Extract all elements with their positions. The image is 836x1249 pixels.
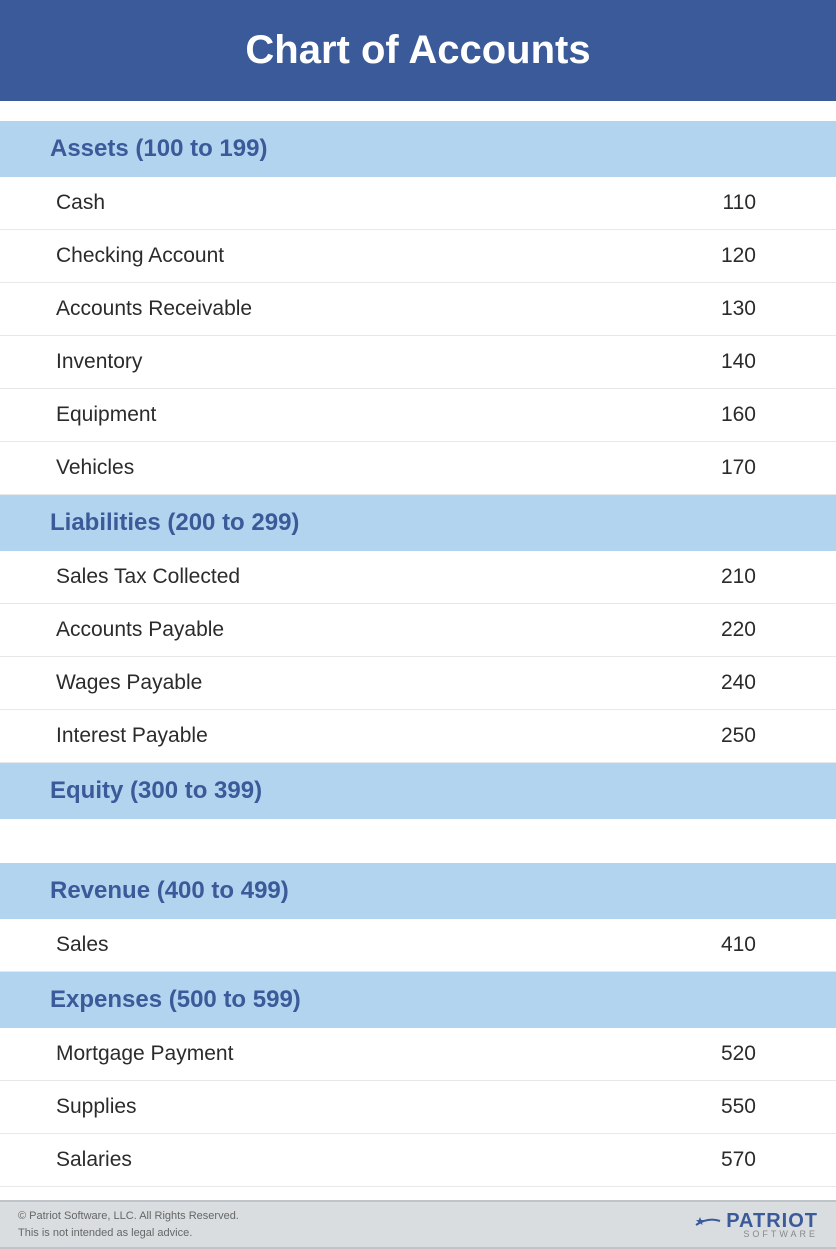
- account-row: Vehicles 170: [0, 442, 836, 495]
- account-row: Wages Payable 240: [0, 657, 836, 710]
- account-label: Interest Payable: [50, 724, 208, 748]
- disclaimer-text: This is not intended as legal advice.: [18, 1225, 239, 1242]
- account-label: Salaries: [50, 1148, 132, 1172]
- account-label: Accounts Receivable: [50, 297, 252, 321]
- account-row: Sales 410: [0, 919, 836, 972]
- account-row: Mortgage Payment 520: [0, 1028, 836, 1081]
- logo-main-text: PATRIOT: [726, 1211, 818, 1231]
- footer-text: © Patriot Software, LLC. All Rights Rese…: [18, 1208, 239, 1241]
- section-header: Assets (100 to 199): [0, 121, 836, 177]
- account-label: Sales: [50, 933, 109, 957]
- account-row: Interest Payable 250: [0, 710, 836, 763]
- account-label: Accounts Payable: [50, 618, 224, 642]
- logo-sub-text: SOFTWARE: [743, 1229, 818, 1239]
- account-row: Accounts Receivable 130: [0, 283, 836, 336]
- star-swoosh-icon: [694, 1211, 722, 1238]
- account-code: 410: [721, 933, 786, 957]
- account-code: 170: [721, 456, 786, 480]
- account-label: Sales Tax Collected: [50, 565, 240, 589]
- section-header: Revenue (400 to 499): [0, 863, 836, 919]
- account-label: Wages Payable: [50, 671, 202, 695]
- account-row: Inventory 140: [0, 336, 836, 389]
- account-code: 120: [721, 244, 786, 268]
- account-code: 240: [721, 671, 786, 695]
- account-code: 140: [721, 350, 786, 374]
- top-spacer: [0, 101, 836, 121]
- account-code: 210: [721, 565, 786, 589]
- account-code: 250: [721, 724, 786, 748]
- copyright-text: © Patriot Software, LLC. All Rights Rese…: [18, 1208, 239, 1225]
- footer: © Patriot Software, LLC. All Rights Rese…: [0, 1200, 836, 1249]
- account-row: Salaries 570: [0, 1134, 836, 1187]
- account-label: Checking Account: [50, 244, 224, 268]
- account-row: Cash 110: [0, 177, 836, 230]
- account-code: 220: [721, 618, 786, 642]
- section-header: Equity (300 to 399): [0, 763, 836, 819]
- account-code: 130: [721, 297, 786, 321]
- patriot-logo: PATRIOT SOFTWARE: [694, 1211, 818, 1239]
- section-header: Expenses (500 to 599): [0, 972, 836, 1028]
- account-label: Inventory: [50, 350, 142, 374]
- page-title: Chart of Accounts: [0, 0, 836, 101]
- account-label: Supplies: [50, 1095, 137, 1119]
- account-row: Sales Tax Collected 210: [0, 551, 836, 604]
- section-header: Liabilities (200 to 299): [0, 495, 836, 551]
- account-label: Cash: [50, 191, 105, 215]
- logo-text-stack: PATRIOT SOFTWARE: [726, 1211, 818, 1239]
- content-area: Assets (100 to 199) Cash 110 Checking Accou…: [0, 121, 836, 1200]
- account-code: 110: [723, 191, 786, 215]
- account-code: 160: [721, 403, 786, 427]
- account-row: Equipment 160: [0, 389, 836, 442]
- account-label: Vehicles: [50, 456, 134, 480]
- section-spacer: [0, 819, 836, 863]
- account-code: 570: [721, 1148, 786, 1172]
- account-row: Checking Account 120: [0, 230, 836, 283]
- account-label: Mortgage Payment: [50, 1042, 233, 1066]
- account-code: 550: [721, 1095, 786, 1119]
- account-row: Accounts Payable 220: [0, 604, 836, 657]
- chart-of-accounts-container: Chart of Accounts Assets (100 to 199)Cas…: [0, 0, 836, 1249]
- account-label: Equipment: [50, 403, 156, 427]
- account-row: Supplies 550: [0, 1081, 836, 1134]
- account-code: 520: [721, 1042, 786, 1066]
